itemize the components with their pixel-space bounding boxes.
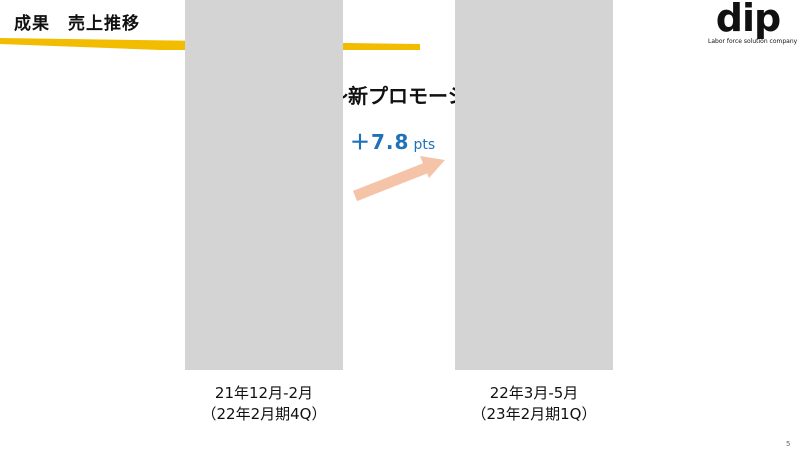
bar-2	[455, 0, 613, 370]
page-title: 成果 売上推移	[14, 14, 140, 34]
x-tick-label: 22年3月-5月	[489, 384, 579, 402]
change-label: ＋7.8 pts	[350, 126, 435, 155]
change-value: ＋7.8	[350, 130, 410, 154]
logo-text: dip	[715, 0, 781, 40]
logo-tagline: Labor force solution company	[708, 38, 798, 45]
x-tick-note: （22年2月期4Q）	[201, 405, 327, 423]
change-unit: pts	[413, 137, 436, 153]
x-tick-label: 21年12月-2月	[214, 384, 314, 402]
bar-1	[185, 0, 343, 370]
page-number: 5	[786, 440, 791, 448]
company-logo: dip Labor force solution company	[708, 0, 798, 46]
growth-arrow	[352, 156, 445, 202]
x-tick-note: （23年2月期1Q）	[471, 405, 597, 423]
